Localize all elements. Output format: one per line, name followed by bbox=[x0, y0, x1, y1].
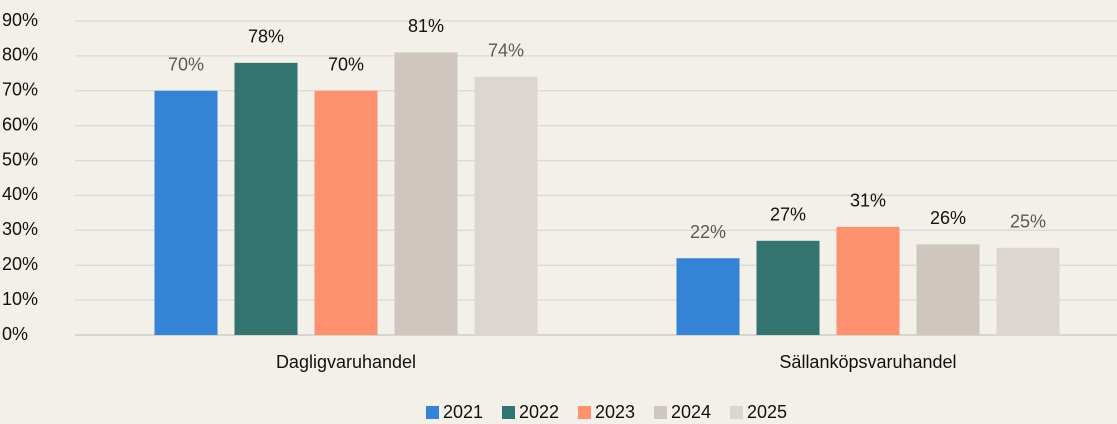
y-tick-label: 30% bbox=[2, 219, 38, 239]
legend-swatch bbox=[502, 406, 515, 419]
legend-swatch bbox=[730, 406, 743, 419]
legend-label: 2022 bbox=[519, 402, 559, 422]
bar bbox=[676, 258, 740, 335]
y-tick-label: 80% bbox=[2, 45, 38, 65]
data-label: 70% bbox=[168, 55, 204, 75]
data-label: 78% bbox=[248, 27, 284, 47]
legend-label: 2021 bbox=[443, 402, 483, 422]
y-tick-label: 50% bbox=[2, 149, 38, 169]
bar bbox=[474, 76, 538, 336]
legend-label: 2023 bbox=[595, 402, 635, 422]
x-tick-label: Dagligvaruhandel bbox=[276, 352, 416, 372]
y-tick-label: 90% bbox=[2, 10, 38, 30]
data-label: 31% bbox=[850, 191, 886, 211]
y-tick-label: 20% bbox=[2, 254, 38, 274]
data-label: 26% bbox=[930, 208, 966, 228]
x-tick-label: Sällanköpsvaruhandel bbox=[779, 352, 956, 372]
bar bbox=[836, 226, 900, 335]
bar bbox=[916, 244, 980, 335]
data-label: 74% bbox=[488, 41, 524, 61]
legend-swatch bbox=[578, 406, 591, 419]
bar bbox=[996, 247, 1060, 335]
bar bbox=[234, 62, 298, 335]
bar bbox=[394, 52, 458, 336]
data-label: 70% bbox=[328, 55, 364, 75]
legend-swatch bbox=[654, 406, 667, 419]
data-label: 27% bbox=[770, 205, 806, 225]
legend-label: 2024 bbox=[671, 402, 711, 422]
bar bbox=[756, 240, 820, 335]
y-tick-label: 70% bbox=[2, 80, 38, 100]
data-label: 81% bbox=[408, 16, 444, 36]
bar bbox=[154, 90, 218, 336]
data-label: 25% bbox=[1010, 212, 1046, 232]
y-tick-label: 0% bbox=[2, 324, 28, 344]
legend-label: 2025 bbox=[747, 402, 787, 422]
y-tick-label: 10% bbox=[2, 289, 38, 309]
data-label: 22% bbox=[690, 222, 726, 242]
y-tick-label: 60% bbox=[2, 114, 38, 134]
bar bbox=[314, 90, 378, 336]
legend-swatch bbox=[426, 406, 439, 419]
y-tick-label: 40% bbox=[2, 184, 38, 204]
